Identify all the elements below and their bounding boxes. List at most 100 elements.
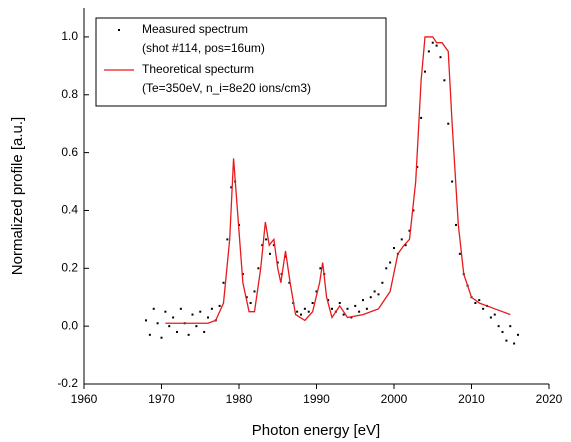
- data-point: [210, 307, 213, 310]
- legend-label: Measured spectrum: [142, 22, 248, 36]
- data-point: [505, 339, 508, 342]
- data-point: [261, 244, 264, 247]
- data-point: [517, 333, 519, 336]
- data-point: [269, 252, 271, 255]
- data-point: [393, 247, 395, 250]
- data-point: [427, 50, 430, 53]
- y-tick-label: 1.0: [61, 29, 78, 43]
- x-tick-label: 1990: [303, 392, 330, 406]
- y-tick-label: 0.8: [61, 87, 78, 101]
- data-point: [338, 302, 341, 305]
- data-point: [377, 293, 380, 296]
- data-point: [451, 180, 454, 183]
- data-point: [265, 238, 268, 241]
- data-point: [373, 290, 376, 293]
- data-point: [257, 267, 260, 270]
- data-point: [447, 122, 450, 125]
- data-point: [408, 229, 411, 232]
- data-point: [296, 310, 299, 313]
- y-tick-label: 0.4: [61, 203, 78, 217]
- data-point: [509, 325, 512, 328]
- y-tick-label: -0.2: [57, 376, 78, 390]
- data-point: [218, 304, 221, 307]
- data-point: [358, 310, 361, 313]
- data-point: [327, 299, 330, 302]
- data-point: [207, 316, 209, 319]
- data-point: [230, 186, 233, 189]
- data-point: [416, 166, 419, 169]
- data-point: [346, 307, 349, 310]
- data-point: [400, 238, 403, 241]
- data-point: [381, 281, 384, 284]
- data-point: [288, 281, 291, 284]
- data-point: [350, 316, 353, 319]
- data-point: [203, 330, 206, 333]
- data-point: [362, 299, 364, 302]
- data-point: [497, 325, 500, 328]
- legend-marker: [118, 29, 120, 31]
- data-point: [249, 302, 252, 305]
- data-point: [424, 70, 426, 73]
- data-point: [168, 325, 171, 328]
- data-point: [199, 310, 202, 313]
- x-tick-label: 2020: [536, 392, 563, 406]
- data-point: [342, 313, 345, 316]
- data-point: [420, 116, 423, 119]
- data-point: [369, 296, 372, 299]
- x-tick-label: 1960: [71, 392, 98, 406]
- data-point: [431, 41, 434, 44]
- x-tick-label: 1970: [148, 392, 175, 406]
- data-point: [148, 333, 151, 336]
- y-tick-label: 0.6: [61, 145, 78, 159]
- data-point: [435, 44, 438, 47]
- data-point: [331, 307, 333, 310]
- legend-label: Theoretical specturm: [142, 62, 254, 76]
- data-point: [253, 290, 256, 293]
- data-point: [404, 244, 407, 247]
- data-point: [474, 302, 477, 305]
- data-point: [172, 316, 175, 319]
- data-point: [303, 307, 306, 310]
- data-point: [245, 296, 248, 299]
- data-point: [478, 299, 481, 302]
- y-tick-label: 0.0: [61, 318, 78, 332]
- data-point: [179, 307, 182, 310]
- legend-box: [95, 17, 387, 107]
- data-point: [389, 261, 392, 264]
- data-point: [443, 79, 446, 82]
- data-point: [439, 56, 442, 59]
- data-point: [385, 267, 388, 270]
- data-point: [489, 316, 492, 319]
- x-tick-label: 1980: [226, 392, 253, 406]
- data-point: [315, 290, 318, 293]
- data-point: [493, 313, 496, 316]
- data-point: [412, 209, 415, 212]
- data-point: [284, 255, 287, 258]
- data-point: [501, 330, 504, 333]
- data-point: [191, 313, 194, 316]
- data-point: [300, 313, 302, 316]
- x-tick-label: 2010: [458, 392, 485, 406]
- data-point: [354, 304, 357, 307]
- x-axis-title: Photon energy [eV]: [252, 422, 380, 439]
- data-point: [276, 261, 279, 264]
- data-point: [222, 281, 225, 284]
- data-point: [458, 252, 461, 255]
- data-point: [482, 307, 485, 310]
- data-point: [195, 325, 198, 328]
- data-point: [160, 336, 163, 339]
- data-point: [176, 330, 178, 333]
- data-point: [145, 319, 147, 322]
- data-point: [152, 307, 155, 310]
- data-point: [226, 238, 229, 241]
- line-series: [165, 36, 511, 324]
- data-point: [319, 267, 322, 270]
- y-tick-label: 0.2: [61, 260, 78, 274]
- legend-note: (shot #114, pos=16um): [142, 41, 265, 55]
- data-point: [272, 244, 275, 247]
- data-point: [307, 310, 310, 313]
- legend-note: (Te=350eV, n_i=8e20 ions/cm3): [142, 81, 311, 95]
- data-point: [164, 310, 167, 313]
- data-point: [365, 307, 368, 310]
